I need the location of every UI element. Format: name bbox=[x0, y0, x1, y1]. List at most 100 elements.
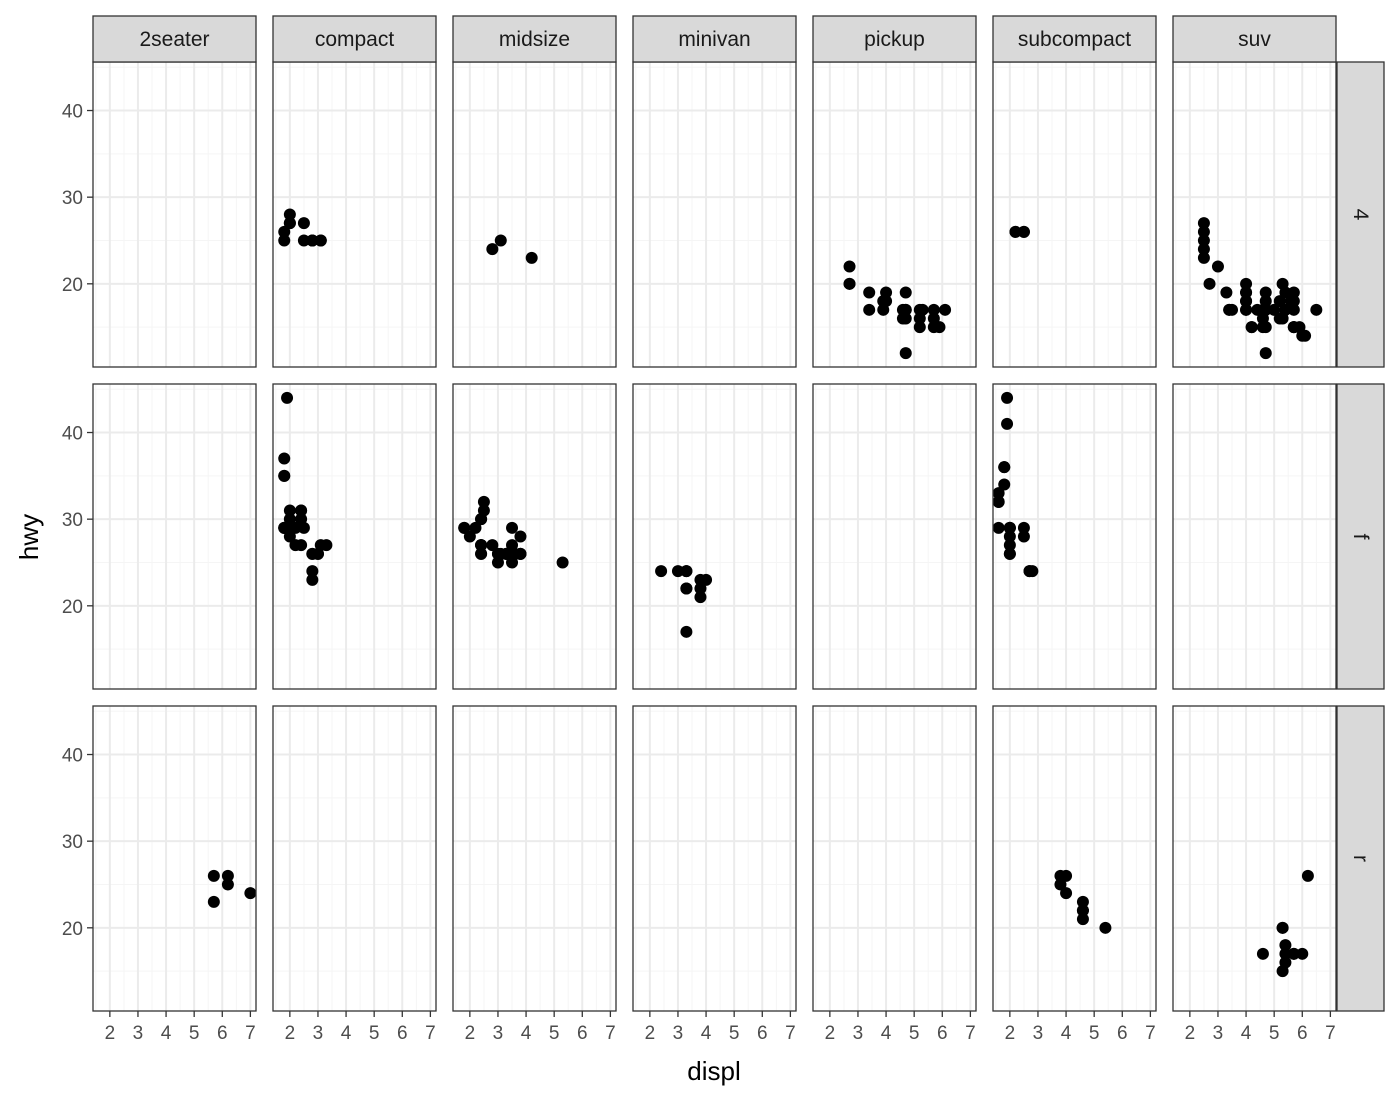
y-tick-label: 40 bbox=[62, 746, 83, 767]
panel-background bbox=[1173, 384, 1336, 689]
data-point bbox=[1017, 521, 1030, 534]
data-point bbox=[694, 582, 707, 595]
data-point bbox=[1279, 956, 1292, 969]
data-point bbox=[283, 504, 296, 517]
data-point bbox=[1076, 895, 1089, 908]
strip-column-2seater bbox=[92, 15, 257, 63]
y-tick-label: 20 bbox=[62, 597, 83, 618]
data-point bbox=[1259, 295, 1272, 308]
data-point bbox=[514, 547, 527, 560]
panel-subcompact-r bbox=[992, 705, 1157, 1012]
strip-column-label: 2seater bbox=[139, 28, 209, 51]
y-axis-title: hwy bbox=[14, 514, 44, 560]
data-point bbox=[933, 321, 946, 334]
panel-background bbox=[93, 706, 256, 1011]
data-point bbox=[899, 312, 912, 325]
strip-row-f bbox=[1336, 383, 1385, 690]
panel-background bbox=[813, 384, 976, 689]
strip-column-compact bbox=[272, 15, 437, 63]
x-tick-label: 6 bbox=[577, 1023, 588, 1044]
data-point bbox=[306, 573, 319, 586]
data-point bbox=[1301, 869, 1314, 882]
data-point bbox=[1003, 547, 1016, 560]
panel-background bbox=[993, 706, 1156, 1011]
panel-minivan-4 bbox=[632, 61, 797, 368]
data-point bbox=[1259, 303, 1272, 316]
data-point bbox=[306, 565, 319, 578]
data-point bbox=[491, 556, 504, 569]
data-point bbox=[477, 504, 490, 517]
data-point bbox=[1003, 521, 1016, 534]
data-point bbox=[843, 277, 856, 290]
data-point bbox=[1060, 887, 1073, 900]
strip-column-label: subcompact bbox=[1018, 28, 1131, 51]
data-point bbox=[998, 478, 1011, 491]
panel-pickup-f bbox=[812, 383, 977, 690]
x-tick-label: 5 bbox=[1269, 1023, 1280, 1044]
x-tick-label: 4 bbox=[881, 1023, 892, 1044]
data-point bbox=[1279, 303, 1292, 316]
x-tick-label: 5 bbox=[549, 1023, 560, 1044]
data-point bbox=[1256, 947, 1269, 960]
data-point bbox=[863, 303, 876, 316]
panel-background bbox=[273, 384, 436, 689]
data-point bbox=[1197, 217, 1210, 230]
data-point bbox=[939, 303, 952, 316]
data-point bbox=[1003, 530, 1016, 543]
data-point bbox=[281, 391, 294, 404]
y-tick-label: 20 bbox=[62, 919, 83, 940]
data-point bbox=[1251, 303, 1264, 316]
data-point bbox=[314, 234, 327, 247]
data-point bbox=[1240, 303, 1253, 316]
data-point bbox=[1001, 391, 1014, 404]
panel-background bbox=[453, 384, 616, 689]
data-point bbox=[1273, 295, 1286, 308]
strip-column-label: pickup bbox=[864, 28, 925, 51]
data-point bbox=[913, 321, 926, 334]
data-point bbox=[283, 217, 296, 230]
data-point bbox=[1310, 303, 1323, 316]
data-point bbox=[1197, 243, 1210, 256]
x-tick-label: 4 bbox=[341, 1023, 352, 1044]
data-point bbox=[506, 556, 519, 569]
data-point bbox=[655, 565, 668, 578]
data-point bbox=[1240, 286, 1253, 299]
strip-column-label: minivan bbox=[678, 28, 750, 51]
panel-suv-r bbox=[1172, 705, 1337, 1012]
data-point bbox=[244, 887, 257, 900]
x-tick-label: 7 bbox=[245, 1023, 256, 1044]
panel-border bbox=[632, 383, 797, 690]
x-tick-label: 2 bbox=[645, 1023, 656, 1044]
data-point bbox=[221, 869, 234, 882]
data-point bbox=[998, 461, 1011, 474]
x-tick-label: 7 bbox=[965, 1023, 976, 1044]
x-tick-label: 5 bbox=[369, 1023, 380, 1044]
data-point bbox=[1226, 303, 1239, 316]
panel-background bbox=[93, 384, 256, 689]
y-tick-label: 40 bbox=[62, 102, 83, 123]
data-point bbox=[843, 260, 856, 273]
strip-column-label: midsize bbox=[499, 28, 570, 51]
x-tick-label: 2 bbox=[465, 1023, 476, 1044]
y-tick-label: 30 bbox=[62, 188, 83, 209]
data-point bbox=[1017, 225, 1030, 238]
x-tick-label: 6 bbox=[1297, 1023, 1308, 1044]
data-point bbox=[863, 286, 876, 299]
panel-background bbox=[273, 706, 436, 1011]
x-tick-label: 5 bbox=[1089, 1023, 1100, 1044]
x-tick-label: 7 bbox=[425, 1023, 436, 1044]
x-tick-label: 3 bbox=[493, 1023, 504, 1044]
data-point bbox=[671, 565, 684, 578]
data-point bbox=[1026, 565, 1039, 578]
data-point bbox=[1256, 321, 1269, 334]
strip-row-4 bbox=[1336, 61, 1385, 368]
panel-border bbox=[452, 383, 617, 690]
strip-column-midsize bbox=[452, 15, 617, 63]
x-tick-label: 3 bbox=[1033, 1023, 1044, 1044]
data-point bbox=[992, 495, 1005, 508]
x-tick-label: 3 bbox=[133, 1023, 144, 1044]
panel-midsize-r bbox=[452, 705, 617, 1012]
data-point bbox=[1099, 921, 1112, 934]
data-point bbox=[306, 234, 319, 247]
